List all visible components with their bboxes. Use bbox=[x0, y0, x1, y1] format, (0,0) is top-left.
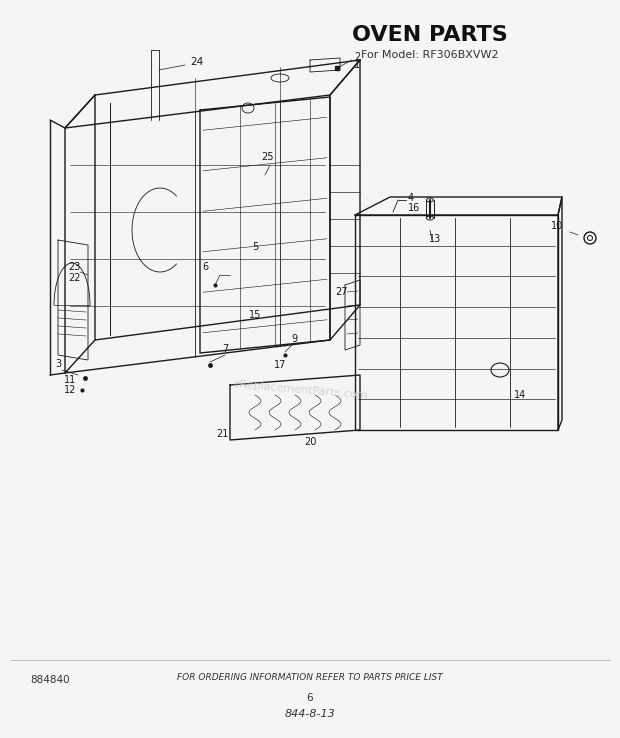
Text: 12: 12 bbox=[64, 385, 76, 395]
Text: 14: 14 bbox=[514, 390, 526, 400]
Text: 25: 25 bbox=[262, 152, 274, 162]
Text: 4: 4 bbox=[408, 193, 414, 203]
Text: FOR ORDERING INFORMATION REFER TO PARTS PRICE LIST: FOR ORDERING INFORMATION REFER TO PARTS … bbox=[177, 674, 443, 683]
Text: 884840: 884840 bbox=[30, 675, 69, 685]
Text: For Model: RF306BXVW2: For Model: RF306BXVW2 bbox=[361, 50, 499, 60]
Text: 24: 24 bbox=[190, 57, 203, 67]
Text: 6: 6 bbox=[307, 693, 313, 703]
Text: 15: 15 bbox=[249, 310, 261, 320]
Text: eReplacementParts.com: eReplacementParts.com bbox=[232, 379, 368, 401]
Text: 11: 11 bbox=[64, 375, 76, 385]
Text: 13: 13 bbox=[429, 234, 441, 244]
Text: 27: 27 bbox=[336, 287, 348, 297]
Text: 3: 3 bbox=[55, 359, 61, 369]
Text: 844-8-13: 844-8-13 bbox=[285, 709, 335, 719]
Text: 5: 5 bbox=[252, 242, 258, 252]
Text: 10: 10 bbox=[551, 221, 563, 231]
Text: 7: 7 bbox=[222, 344, 228, 354]
Text: 2: 2 bbox=[354, 52, 360, 62]
Text: 23: 23 bbox=[68, 262, 81, 272]
Text: OVEN PARTS: OVEN PARTS bbox=[352, 25, 508, 45]
Text: 21: 21 bbox=[216, 429, 228, 439]
Text: 16: 16 bbox=[408, 203, 420, 213]
Text: 22: 22 bbox=[68, 273, 81, 283]
Text: 17: 17 bbox=[274, 360, 286, 370]
Text: 6: 6 bbox=[202, 262, 208, 272]
Text: 9: 9 bbox=[291, 334, 297, 344]
Text: 1: 1 bbox=[354, 60, 360, 70]
Text: 20: 20 bbox=[304, 437, 316, 447]
